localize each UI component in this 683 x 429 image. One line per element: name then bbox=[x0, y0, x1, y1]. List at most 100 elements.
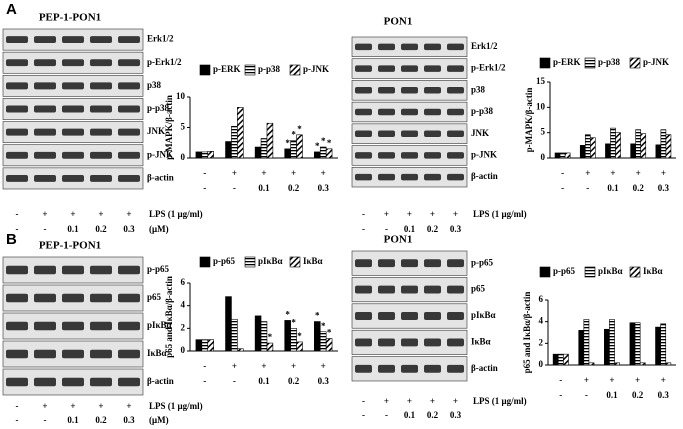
lane-caption: LPS (1 μg/ml) bbox=[473, 209, 527, 219]
blot-band bbox=[355, 259, 372, 268]
blot-label: JNK bbox=[471, 128, 489, 138]
lane-label: - bbox=[362, 410, 365, 420]
blot-band bbox=[62, 105, 84, 113]
blot-band bbox=[6, 377, 28, 387]
lane-label: - bbox=[16, 401, 19, 411]
blot-label: p-p38 bbox=[147, 103, 170, 113]
y-axis-label: p-MAPK/β-actin bbox=[524, 88, 534, 153]
blot-label: p-p38 bbox=[471, 106, 494, 116]
blot-band bbox=[401, 173, 418, 181]
x-tick-label: + bbox=[661, 168, 666, 178]
blot-band bbox=[447, 364, 464, 373]
bar bbox=[640, 133, 647, 159]
y-tick-label: 5 bbox=[181, 122, 186, 132]
blot-band bbox=[447, 87, 464, 94]
bar bbox=[610, 127, 616, 159]
blot-band bbox=[62, 36, 84, 44]
blot-band bbox=[62, 151, 84, 159]
blot-band bbox=[62, 321, 84, 331]
bar bbox=[319, 146, 327, 159]
lane-label: 0.2 bbox=[427, 224, 439, 234]
blot-band bbox=[447, 65, 464, 72]
legend-label: p-p38 bbox=[258, 64, 281, 74]
bar bbox=[325, 338, 333, 352]
legend-swatch bbox=[289, 64, 301, 76]
blot-band bbox=[378, 43, 395, 51]
lane-label: - bbox=[16, 209, 19, 219]
blot-label: p-p65 bbox=[147, 264, 170, 274]
blot-band bbox=[118, 128, 140, 136]
lane-label: + bbox=[98, 401, 103, 411]
bar bbox=[195, 151, 203, 159]
y-tick-label: 0 bbox=[539, 359, 544, 369]
y-tick-label: 10 bbox=[176, 91, 186, 101]
lane-label: - bbox=[362, 224, 365, 234]
blot-band bbox=[90, 128, 112, 136]
lane-label: + bbox=[430, 209, 435, 219]
y-tick-label: 0 bbox=[541, 152, 546, 162]
legend-label: pIκBα bbox=[598, 266, 623, 276]
blot-band bbox=[447, 312, 464, 320]
blot-label: Erk1/2 bbox=[147, 34, 174, 44]
bar bbox=[201, 339, 209, 352]
bar bbox=[579, 145, 586, 159]
bar bbox=[635, 129, 642, 159]
blot-band bbox=[90, 321, 112, 331]
blot-label: pIκBα bbox=[147, 320, 172, 330]
x-tick-label: + bbox=[321, 361, 326, 371]
blot-band bbox=[34, 82, 56, 90]
blot-band bbox=[90, 349, 112, 359]
blot-band bbox=[447, 130, 464, 137]
blot-band bbox=[378, 259, 395, 268]
lane-label: + bbox=[42, 401, 47, 411]
blot-band bbox=[355, 338, 372, 347]
significance-mark: * bbox=[285, 309, 290, 319]
bar bbox=[559, 152, 566, 159]
blot-band bbox=[378, 364, 395, 373]
legend-swatch bbox=[539, 57, 551, 69]
blot-band bbox=[6, 293, 28, 303]
legend-label: IκBα bbox=[643, 266, 663, 276]
bar bbox=[284, 148, 291, 159]
blot-band bbox=[447, 259, 464, 268]
y-tick-label: 0 bbox=[181, 345, 186, 355]
blot-band bbox=[401, 338, 418, 347]
bar bbox=[296, 134, 303, 159]
bar bbox=[266, 342, 274, 352]
blot-band bbox=[34, 377, 56, 387]
x-tick-label: - bbox=[559, 390, 562, 400]
bar bbox=[237, 107, 244, 159]
x-tick-label: - bbox=[203, 183, 206, 193]
blot-band bbox=[62, 59, 84, 67]
x-tick-label: - bbox=[203, 376, 206, 386]
legend-swatch bbox=[199, 256, 211, 268]
blot-label: Erk1/2 bbox=[471, 41, 498, 51]
x-tick-label: + bbox=[636, 168, 641, 178]
bar bbox=[231, 125, 238, 159]
bar bbox=[207, 150, 214, 159]
lane-label: - bbox=[385, 410, 388, 420]
lane-label: 0.2 bbox=[427, 410, 439, 420]
blot-title: PON1 bbox=[384, 234, 413, 246]
x-tick-label: - bbox=[559, 375, 562, 385]
lane-caption: (μM) bbox=[149, 224, 169, 234]
blot-band bbox=[424, 364, 441, 373]
blot-band bbox=[118, 59, 140, 67]
bar bbox=[590, 137, 596, 159]
blot-band bbox=[118, 265, 140, 275]
blot-band bbox=[401, 87, 418, 94]
bar bbox=[665, 362, 672, 366]
lane-label: + bbox=[126, 209, 131, 219]
bar bbox=[290, 140, 297, 159]
blot-band bbox=[62, 377, 84, 387]
y-axis-label: p65 and IκBα/β-actin bbox=[164, 276, 174, 358]
lane-label: + bbox=[42, 209, 47, 219]
bar bbox=[655, 326, 661, 366]
x-tick-label: - bbox=[586, 183, 589, 193]
y-tick-label: 2 bbox=[539, 337, 544, 347]
lane-label: + bbox=[98, 209, 103, 219]
blot-band bbox=[34, 174, 56, 182]
blot-band bbox=[118, 36, 140, 44]
blot-band bbox=[34, 59, 56, 67]
blot-title: PEP-1-PON1 bbox=[39, 240, 101, 252]
